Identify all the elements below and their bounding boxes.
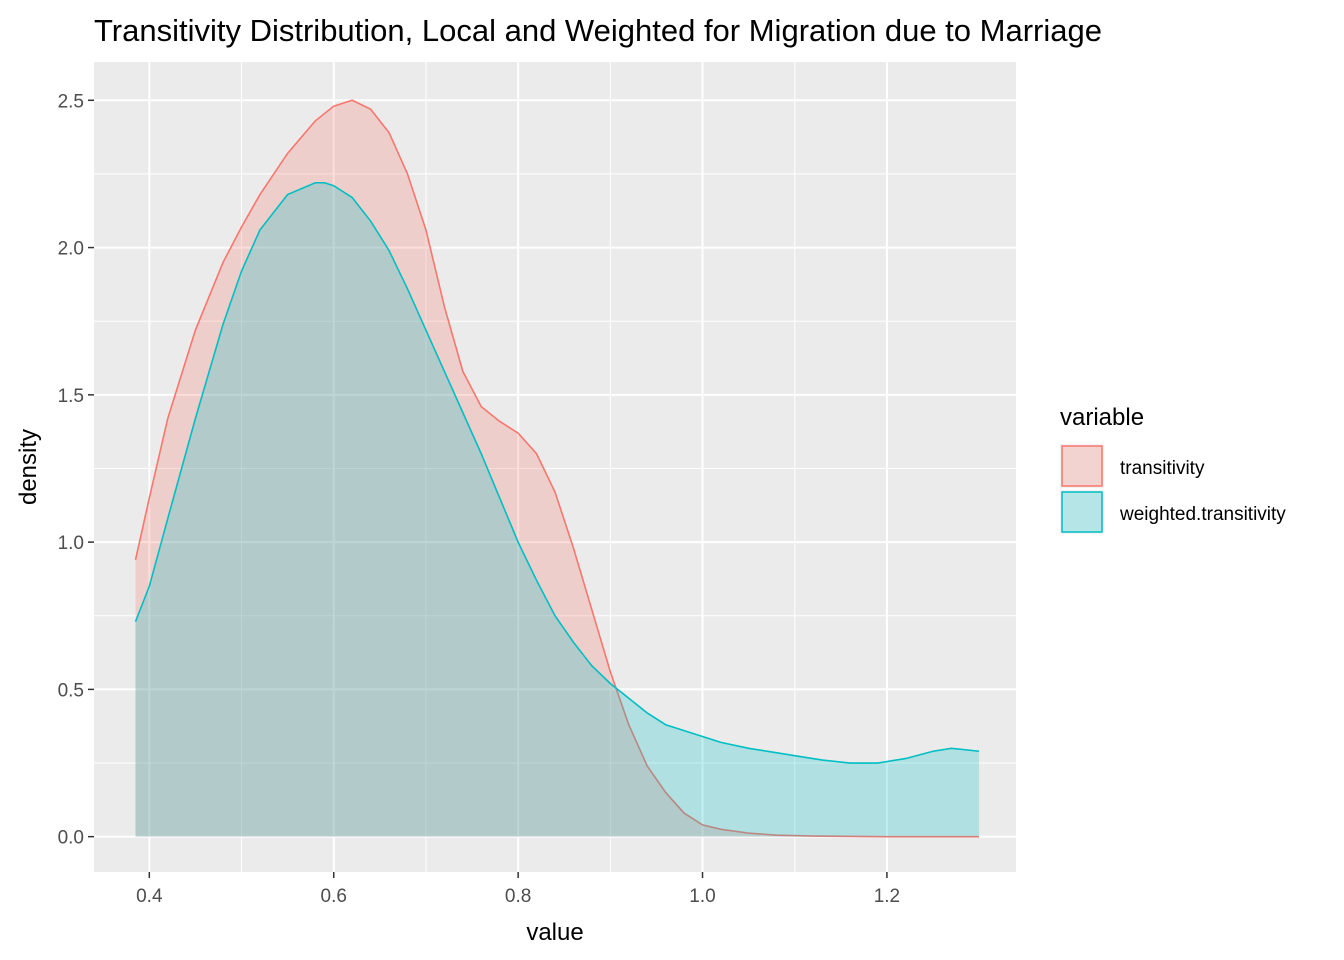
density-line-transitivity (134, 99, 980, 838)
chart-title: Transitivity Distribution, Local and Wei… (94, 13, 1102, 48)
legend-swatch (1061, 491, 1103, 533)
legend-label: weighted.transitivity (1119, 504, 1286, 525)
y-tick-label: 2.5 (58, 91, 84, 112)
x-tick-label: 1.2 (874, 886, 900, 907)
y-axis-title: density (15, 429, 42, 505)
x-axis-title: value (526, 919, 583, 946)
legend-item-weighted-transitivity: weighted.transitivity (1060, 490, 1286, 534)
density-area-weighted-transitivity (135, 182, 980, 837)
legend-item-transitivity: transitivity (1060, 444, 1205, 488)
legend: variable transitivity weighted.transitivi… (1060, 404, 1286, 534)
y-tick-label: 2.0 (58, 239, 84, 260)
y-tick-label: 0.0 (58, 828, 84, 849)
y-tick-label: 1.0 (58, 533, 84, 554)
legend-key-background (1060, 444, 1104, 488)
x-tick-label: 0.8 (505, 886, 531, 907)
legend-title: variable (1060, 404, 1144, 431)
y-tick-label: 1.5 (58, 386, 84, 407)
x-tick-label: 1.0 (689, 886, 715, 907)
legend-swatch (1061, 445, 1103, 487)
x-tick-label: 0.4 (136, 886, 163, 907)
grid-lines (94, 62, 1016, 872)
x-tick-label: 0.6 (321, 886, 347, 907)
legend-key-background (1060, 490, 1104, 534)
density-area-transitivity (135, 100, 980, 837)
legend-label: transitivity (1120, 458, 1205, 479)
density-series (134, 99, 980, 838)
density-line-weighted-transitivity (134, 181, 980, 764)
y-tick-label: 0.5 (58, 680, 84, 701)
axes: 0.4 0.6 0.8 1.0 1.2 0.0 0.5 1.0 1.5 2.0 2.5 (58, 91, 901, 907)
plot-panel (94, 62, 1016, 872)
